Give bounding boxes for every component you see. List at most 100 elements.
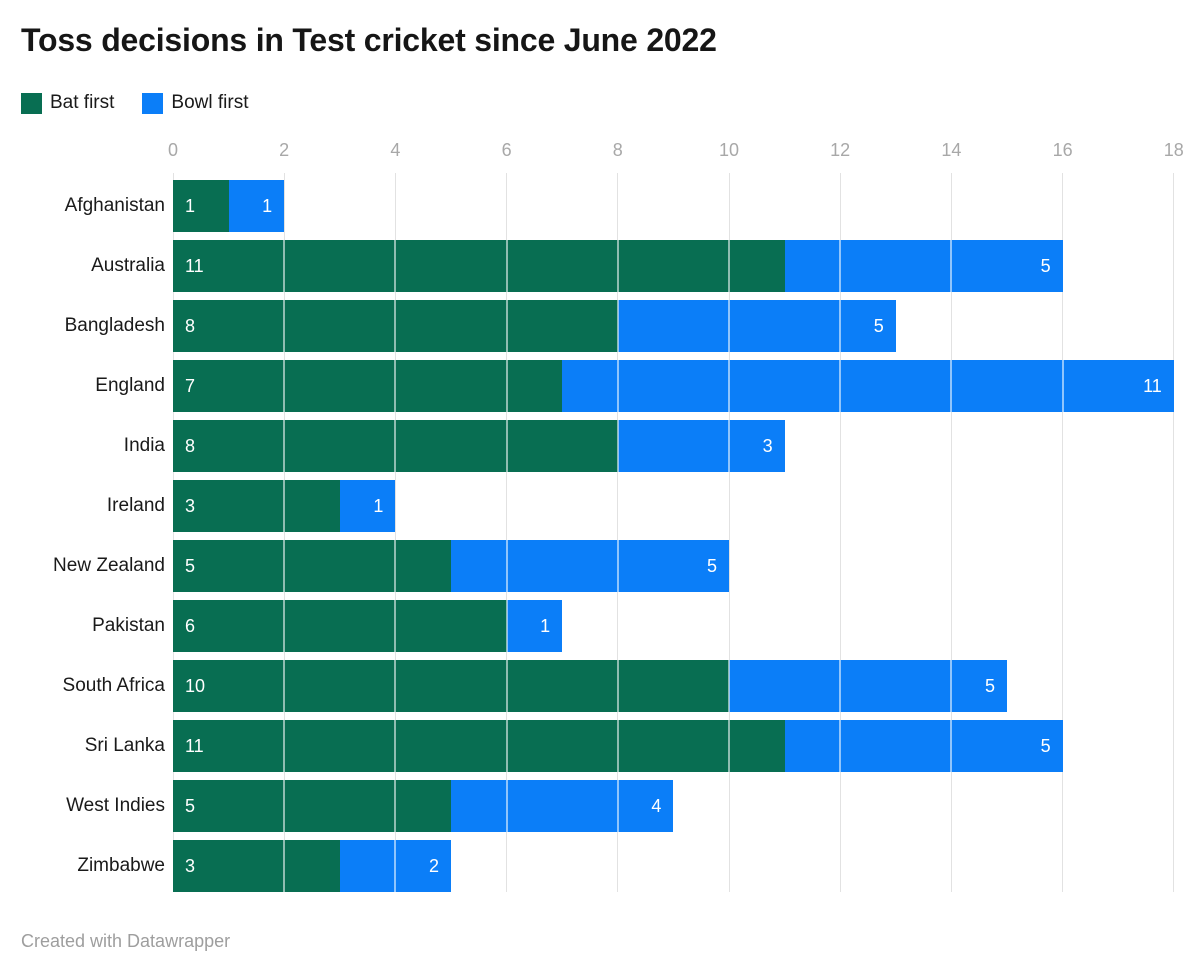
x-axis-tick-label: 0 (167, 140, 179, 160)
bat-first-value-label: 1 (185, 196, 196, 216)
bowl-first-segment (617, 300, 896, 352)
category-label: England (95, 375, 165, 396)
category-label: Pakistan (92, 615, 165, 636)
bar-gridline-overlay (505, 540, 508, 592)
bar-gridline-overlay (505, 660, 508, 712)
legend-label-bat-first: Bat first (50, 92, 115, 113)
bowl-first-segment (451, 540, 729, 592)
bat-first-value-label: 5 (185, 556, 196, 576)
bar-gridline-overlay (839, 720, 842, 772)
bar-gridline-overlay (728, 720, 730, 772)
gridline (728, 173, 730, 892)
bar-gridline-overlay (394, 540, 397, 592)
bowl-first-value-label: 5 (873, 316, 884, 336)
bowl-first-segment (506, 600, 563, 652)
bar-gridline-overlay (616, 300, 619, 352)
x-axis-tick-label: 2 (279, 140, 290, 160)
category-label: West Indies (66, 795, 165, 816)
bat-first-value-label: 5 (185, 796, 196, 816)
bar-gridline-overlay (394, 720, 397, 772)
bar-gridline-overlay (616, 360, 619, 412)
bar-gridline-overlay (394, 420, 397, 472)
bat-first-value-label: 3 (185, 496, 196, 516)
bat-first-segment (173, 540, 451, 592)
bowl-first-segment (228, 180, 285, 232)
bar-gridline-overlay (616, 240, 619, 292)
bowl-first-swatch-icon (142, 92, 164, 114)
bar-row: 11 5 (173, 720, 1063, 772)
bat-first-segment (173, 720, 785, 772)
bar-gridline-overlay (283, 840, 286, 892)
bowl-first-value-label: 11 (1143, 376, 1162, 396)
bar-gridline-overlay (394, 300, 397, 352)
bat-first-value-label: 3 (185, 856, 196, 876)
bar-gridline-overlay (950, 360, 953, 412)
bar-gridline-overlay (394, 240, 397, 292)
bowl-first-value-label: 5 (984, 676, 995, 696)
bar-gridline-overlay (950, 660, 953, 712)
bar-gridline-overlay (616, 660, 619, 712)
bar-gridline-overlay (505, 300, 508, 352)
bar-gridline-overlay (505, 720, 508, 772)
category-label: South Africa (62, 675, 165, 696)
bar-gridline-overlay (950, 720, 953, 772)
bat-first-segment (173, 600, 507, 652)
bowl-first-segment (784, 240, 1063, 292)
bat-first-value-label: 8 (185, 316, 196, 336)
x-axis-tick-label: 8 (612, 140, 623, 160)
bar-gridline-overlay (839, 660, 842, 712)
bar-gridline-overlay (950, 240, 953, 292)
bar-gridline-overlay (728, 240, 730, 292)
bar-row: 11 5 (173, 240, 1063, 292)
gridline (283, 173, 285, 892)
gridline (617, 173, 619, 892)
bat-first-segment (173, 480, 340, 532)
bowl-first-segment (784, 720, 1063, 772)
gridline (172, 173, 174, 892)
bar-row: 10 5 (173, 660, 1007, 712)
bat-first-value-label: 10 (185, 676, 206, 696)
bowl-first-segment (562, 360, 1174, 412)
category-label: Australia (91, 255, 165, 276)
chart-title: Toss decisions in Test cricket since Jun… (21, 22, 717, 58)
bowl-first-value-label: 1 (373, 496, 384, 516)
bowl-first-value-label: 5 (706, 556, 717, 576)
x-axis-tick-label: 16 (1052, 140, 1073, 160)
bar-gridline-overlay (616, 780, 619, 832)
x-axis-tick-label: 12 (830, 140, 851, 160)
bowl-first-value-label: 3 (762, 436, 773, 456)
bar-gridline-overlay (394, 660, 397, 712)
bar-gridline-overlay (283, 780, 286, 832)
category-label: Zimbabwe (77, 855, 165, 876)
bar-gridline-overlay (283, 600, 286, 652)
gridline (1062, 173, 1064, 892)
bowl-first-segment (729, 660, 1007, 712)
bar-gridline-overlay (1061, 360, 1064, 412)
bat-first-value-label: 6 (185, 616, 196, 636)
bar-gridline-overlay (283, 540, 286, 592)
bar-gridline-overlay (394, 600, 397, 652)
bat-first-segment (173, 180, 229, 232)
bowl-first-value-label: 4 (651, 796, 662, 816)
bat-first-segment (173, 840, 340, 892)
bowl-first-segment (339, 480, 396, 532)
category-label: Ireland (106, 495, 165, 516)
bar-gridline-overlay (394, 360, 397, 412)
bar-gridline-overlay (283, 480, 286, 532)
bar-row: 7 11 (173, 360, 1174, 412)
legend: Bat first Bowl first (21, 92, 248, 114)
bar-gridline-overlay (283, 720, 286, 772)
bar-gridline-overlay (505, 360, 508, 412)
bar-gridline-overlay (728, 420, 730, 472)
legend-item-bat-first: Bat first (21, 92, 114, 114)
bar-gridline-overlay (283, 360, 286, 412)
category-label: Sri Lanka (84, 735, 165, 756)
bat-first-value-label: 11 (185, 736, 204, 756)
bat-first-segment (173, 240, 785, 292)
x-axis-tick-label: 18 (1163, 140, 1184, 160)
bowl-first-value-label: 5 (1040, 256, 1051, 276)
